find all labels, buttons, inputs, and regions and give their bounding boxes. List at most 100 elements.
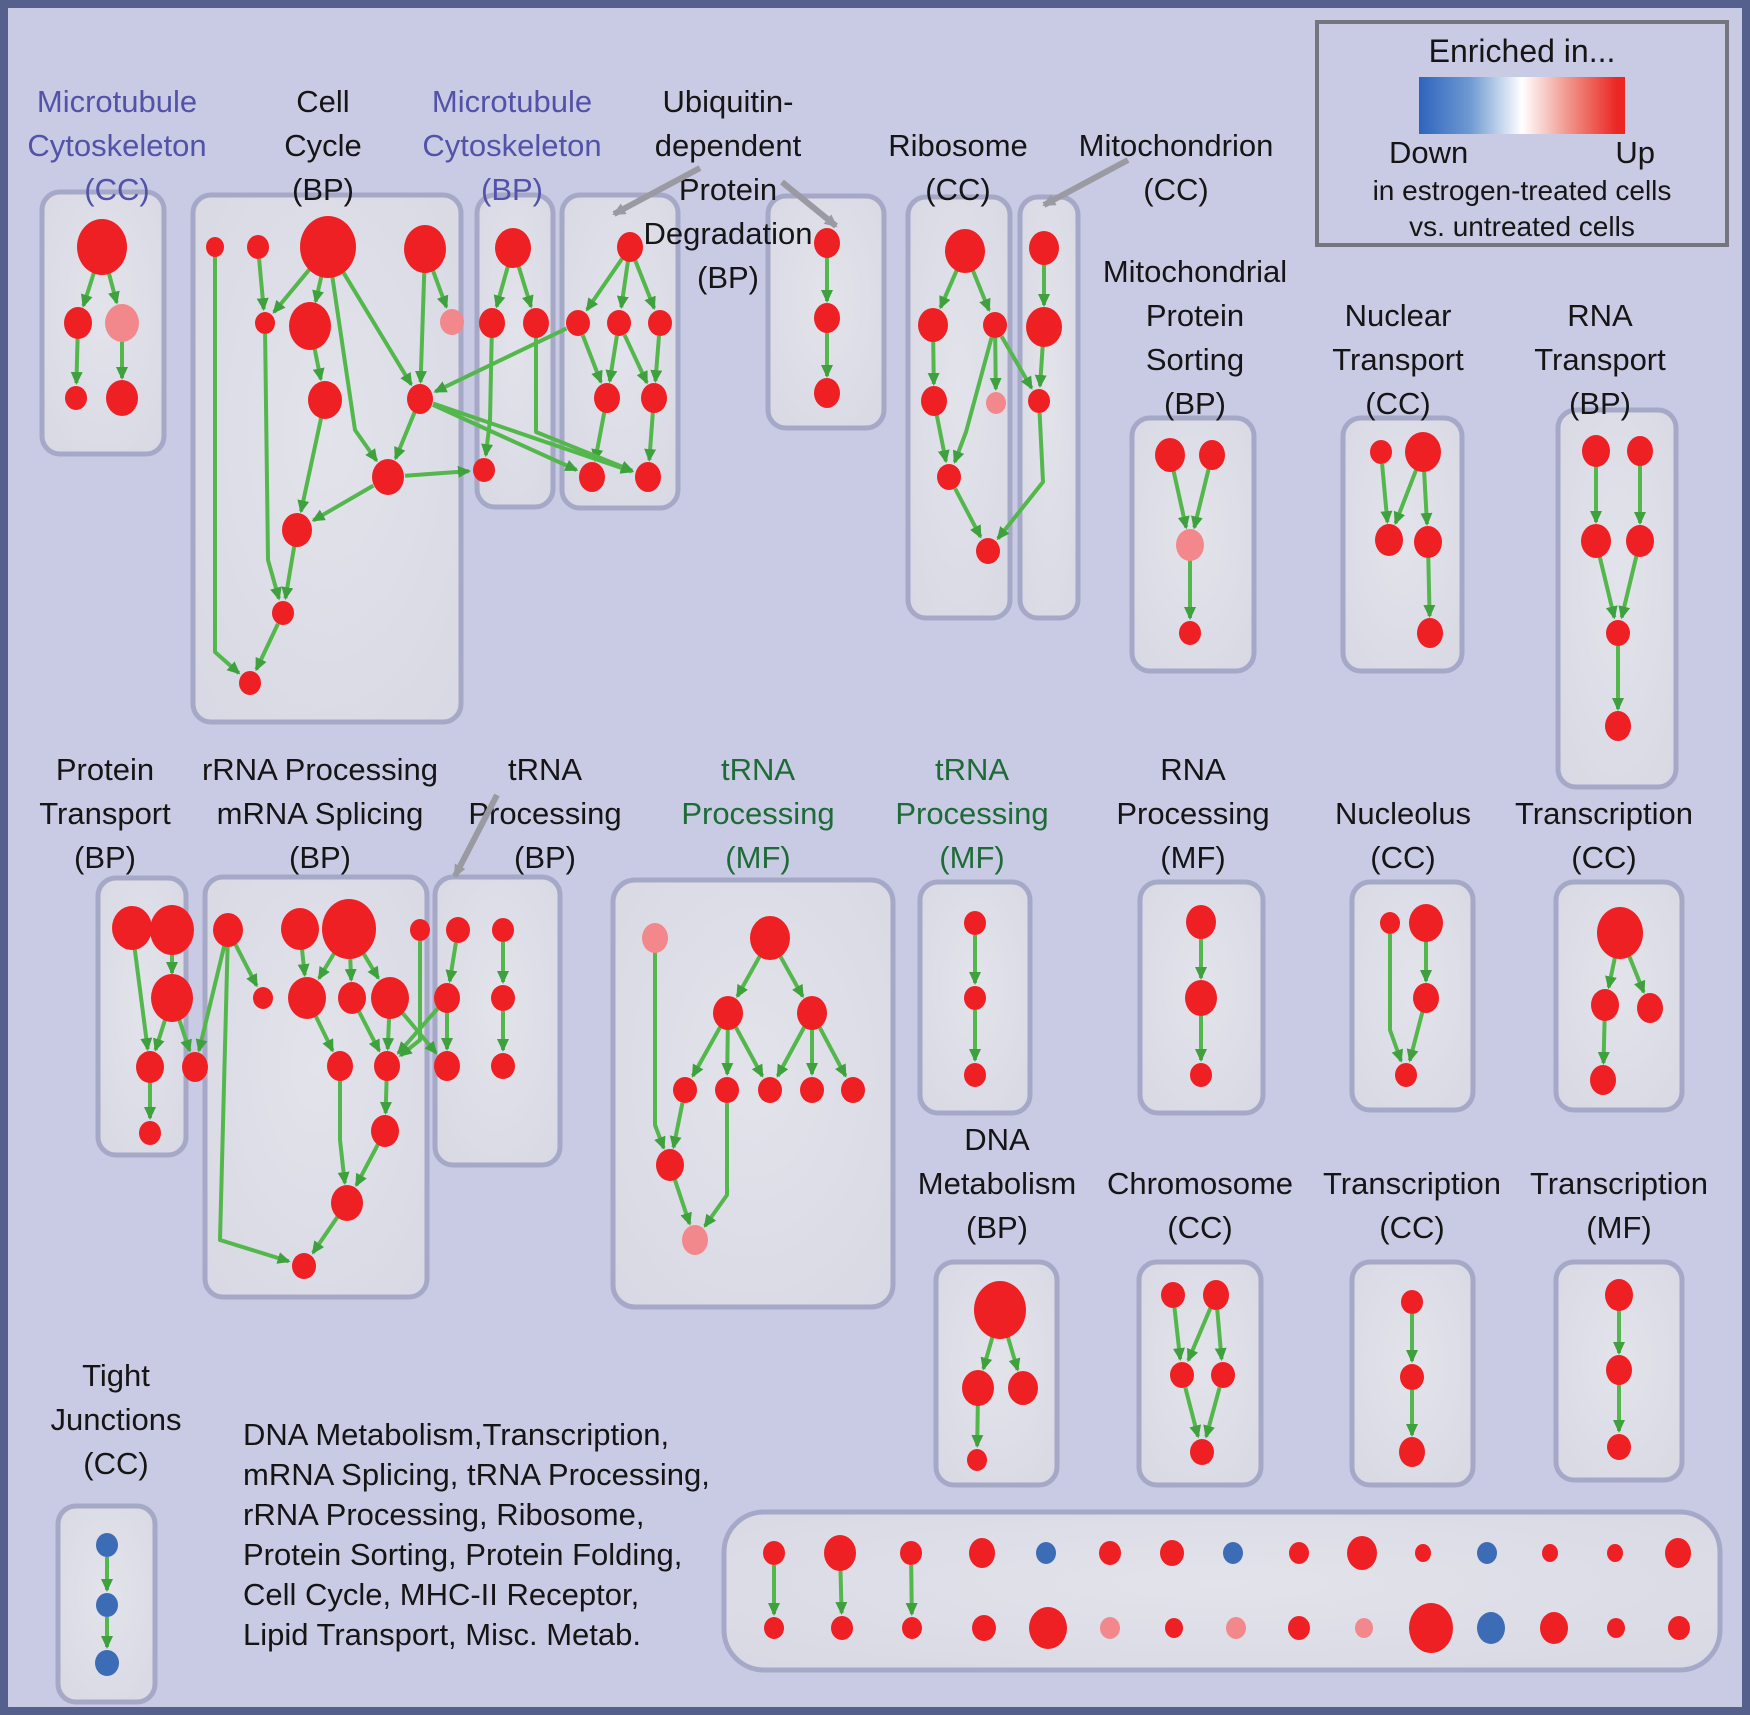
go-term-node-nuclear-transport-1 (1405, 432, 1441, 472)
edge-chromosome-4 (1203, 1386, 1222, 1439)
go-term-node-protein-transport-1 (150, 905, 194, 955)
go-term-node-mito-sorting-1 (1199, 440, 1225, 470)
cluster-label-tight-junctions-line1: Tight (82, 1358, 150, 1393)
edge-microtubule-bp-0 (493, 265, 510, 309)
cluster-box-ubiquitin-a (559, 192, 681, 511)
cluster-label-ribosome-line2: (CC) (925, 172, 990, 207)
edge-ribosome-cc-1 (971, 269, 991, 313)
go-term-node-misc-strip-29 (1668, 1616, 1690, 1640)
cluster-box-transcription-cc-mid (1553, 879, 1685, 1113)
go-term-node-microtubule-cc-2 (105, 304, 139, 342)
go-term-node-cell-cycle-6 (440, 309, 464, 335)
go-term-node-rna-proc-mf-0 (1186, 905, 1216, 939)
cluster-label-trna-mf-1-line2: Processing (681, 796, 834, 831)
edge-rrna-mrna-9 (379, 1079, 392, 1115)
go-term-node-rna-proc-mf-2 (1190, 1063, 1212, 1087)
go-term-node-protein-transport-5 (139, 1121, 161, 1145)
go-term-node-cell-cycle-0 (206, 237, 224, 257)
cluster-box-dna-metabolism (933, 1259, 1060, 1488)
edge-ribosome-cc-0 (938, 269, 959, 310)
cluster-label-transcription-cc-low-line2: (CC) (1379, 1210, 1444, 1245)
go-term-node-ubiquitin-b-0 (814, 228, 840, 258)
cluster-label-rna-proc-mf-line3: (MF) (1160, 840, 1225, 875)
edge-rrna-mrna-7 (357, 1010, 381, 1053)
legend-subtitle-line1: in estrogen-treated cells (1372, 175, 1672, 206)
go-term-node-misc-strip-20 (1100, 1617, 1120, 1639)
cluster-label-trna-mf-2-line2: Processing (895, 796, 1048, 831)
edge-rrna-mrna-10 (337, 1080, 350, 1186)
go-term-node-ubiquitin-a-2 (607, 310, 631, 336)
go-term-node-trna-mf-small-0 (964, 911, 986, 935)
go-term-node-misc-strip-26 (1477, 1612, 1505, 1644)
notes-line-5: Cell Cycle, MHC-II Receptor, (243, 1577, 639, 1612)
cluster-label-mito-sorting-line3: Sorting (1146, 342, 1244, 377)
go-term-node-cell-cycle-3 (404, 225, 446, 273)
cluster-label-mito-sorting-line1: Mitochondrial (1103, 254, 1287, 289)
go-term-node-ribosome-cc-0 (945, 229, 985, 273)
edge-ribosome-cc-3 (989, 337, 1002, 391)
edge-trna-mf-big-0 (735, 955, 762, 999)
go-term-node-mitochondrion-cc-2 (1028, 389, 1050, 413)
go-term-node-trna-bp-2 (434, 983, 460, 1013)
go-term-node-rrna-mrna-0 (213, 913, 243, 947)
edge-misc-strip-1 (835, 1569, 848, 1615)
edge-nucleolus-2 (1406, 1011, 1425, 1063)
go-term-node-ribosome-cc-4 (986, 392, 1006, 414)
go-term-node-rrna-mrna-11 (331, 1185, 363, 1221)
go-term-node-nucleolus-2 (1413, 983, 1439, 1013)
cluster-label-rna-transport-line1: RNA (1567, 298, 1633, 333)
go-term-node-transcription-mf-2 (1607, 1434, 1631, 1460)
cluster-label-transcription-cc-mid-line1: Transcription (1515, 796, 1693, 831)
cluster-label-tight-junctions-line2: Junctions (51, 1402, 182, 1437)
cluster-label-transcription-cc-mid-line2: (CC) (1571, 840, 1636, 875)
cluster-label-trna-mf-1-line1: tRNA (721, 752, 795, 787)
edge-rna-transport-3 (1618, 555, 1639, 620)
cluster-label-nucleolus-line1: Nucleolus (1335, 796, 1471, 831)
edge-dna-metabolism-1 (1005, 1335, 1021, 1372)
legend-box: Enriched in... Down Up in estrogen-treat… (1315, 20, 1729, 247)
cluster-label-chromosome-line2: (CC) (1167, 1210, 1232, 1245)
go-term-node-misc-strip-11 (1477, 1542, 1497, 1564)
go-term-node-trna-mf-big-4 (673, 1077, 697, 1103)
go-term-node-misc-strip-0 (763, 1541, 785, 1565)
edge-protein-transport-0 (132, 948, 153, 1052)
edge-rrna-mrna-6 (313, 1015, 335, 1053)
cluster-label-cell-cycle-line3: (BP) (292, 172, 354, 207)
go-term-node-misc-strip-2 (900, 1541, 922, 1565)
cluster-label-dna-metabolism-line3: (BP) (966, 1210, 1028, 1245)
cluster-label-microtubule-cc-line2: Cytoskeleton (27, 128, 206, 163)
edge-rrna-mrna-4 (361, 952, 381, 980)
go-term-node-cell-cycle-4 (255, 312, 275, 334)
edge-cell-cycle-7 (414, 270, 427, 384)
go-term-node-mito-sorting-3 (1179, 621, 1201, 645)
go-term-node-ribosome-cc-3 (921, 386, 947, 416)
go-term-node-misc-strip-13 (1607, 1544, 1623, 1562)
cluster-label-protein-transport-line3: (BP) (74, 840, 136, 875)
go-term-node-ubiquitin-a-5 (641, 383, 667, 413)
edge-ubiquitin-a-5 (622, 333, 649, 385)
go-term-node-transcription-mf-1 (1606, 1355, 1632, 1385)
cluster-label-microtubule-cc-line1: Microtubule (37, 84, 197, 119)
go-term-node-trna-mf-big-3 (797, 996, 827, 1030)
go-term-node-rrna-mrna-10 (371, 1115, 399, 1147)
go-term-node-microtubule-bp-3 (473, 458, 495, 482)
go-term-node-cell-cycle-5 (289, 302, 331, 350)
go-term-node-misc-strip-7 (1223, 1542, 1243, 1564)
edge-cell-cycle-6 (430, 268, 449, 309)
go-term-node-transcription-cc-mid-1 (1591, 989, 1619, 1021)
edge-ubiquitin-a-4 (605, 335, 619, 384)
go-term-node-cell-cycle-10 (282, 513, 312, 547)
edge-microtubule-bp-1 (516, 265, 534, 309)
cross-edge-4 (534, 337, 635, 473)
cluster-box-rna-transport (1555, 407, 1679, 790)
go-term-node-rrna-mrna-4 (253, 987, 273, 1009)
go-term-node-transcription-cc-low-0 (1401, 1290, 1423, 1314)
edge-mito-sorting-1 (1191, 468, 1211, 530)
notes-line-3: rRNA Processing, Ribosome, (243, 1497, 644, 1532)
cluster-label-transcription-mf-line2: (MF) (1586, 1210, 1651, 1245)
cluster-label-microtubule-bp-line3: (BP) (481, 172, 543, 207)
cluster-label-mito-sorting-line2: Protein (1146, 298, 1244, 333)
edge-cell-cycle-9 (312, 347, 325, 382)
edge-rrna-mrna-1 (297, 948, 310, 978)
